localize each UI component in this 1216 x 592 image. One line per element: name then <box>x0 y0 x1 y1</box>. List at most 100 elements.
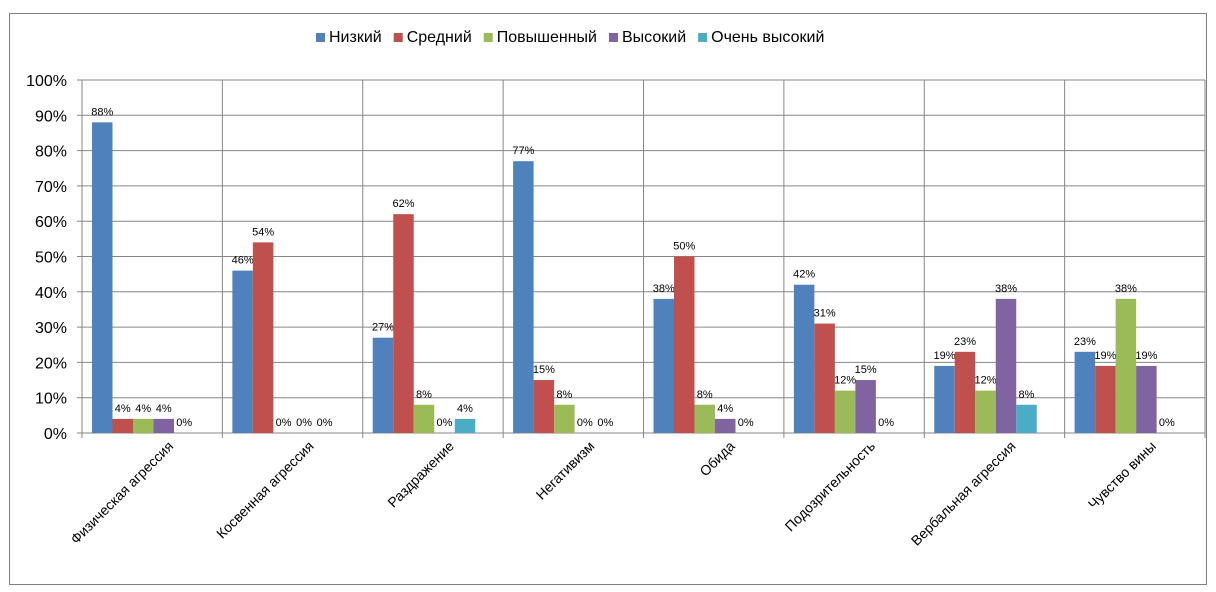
data-label: 0% <box>1159 417 1175 429</box>
y-tick-label: 50% <box>35 250 67 267</box>
category-label: Обида <box>696 438 738 480</box>
bar <box>715 418 736 433</box>
category-label: Косвенная агрессия <box>213 438 317 542</box>
data-label: 19% <box>1135 350 1157 362</box>
bar <box>934 365 955 433</box>
bar <box>92 122 113 434</box>
legend-entry: Очень высокий <box>711 29 824 46</box>
bar <box>1016 404 1037 433</box>
y-tick-label: 80% <box>35 144 67 161</box>
category-label: Негативизм <box>533 438 598 503</box>
data-label: 0% <box>176 417 192 429</box>
bar <box>674 256 695 433</box>
bar <box>1115 298 1137 433</box>
data-label: 8% <box>697 389 713 401</box>
legend-swatch <box>393 33 403 42</box>
data-label: 88% <box>91 106 113 118</box>
legend-swatch <box>609 33 618 42</box>
bar <box>252 242 274 433</box>
bar <box>454 418 476 433</box>
data-label: 23% <box>1074 336 1096 348</box>
data-label: 19% <box>1094 350 1116 362</box>
data-label: 38% <box>1115 283 1137 295</box>
data-label: 4% <box>717 403 733 415</box>
bar <box>112 418 133 433</box>
data-label: 50% <box>673 241 695 253</box>
bar <box>533 380 555 433</box>
y-tick-label: 20% <box>35 355 67 372</box>
bar <box>1074 351 1096 433</box>
legend-entry: Повышенный <box>497 29 597 46</box>
category-label: Вербальная агрессия <box>908 438 1019 549</box>
data-label: 4% <box>156 403 172 415</box>
data-label: 27% <box>372 322 394 334</box>
y-tick-label: 10% <box>35 391 67 408</box>
data-label: 8% <box>416 389 432 401</box>
bar <box>393 214 414 433</box>
data-label: 15% <box>855 364 877 376</box>
data-label: 0% <box>738 417 754 429</box>
bar <box>133 418 154 433</box>
bar <box>855 380 876 433</box>
data-label: 0% <box>317 417 333 429</box>
bar <box>153 418 174 433</box>
category-label: Раздражение <box>384 438 457 511</box>
bar <box>793 284 815 433</box>
bar <box>513 161 534 433</box>
legend-entry: Высокий <box>622 29 686 46</box>
data-label: 4% <box>115 403 131 415</box>
data-label: 62% <box>392 198 414 210</box>
data-label: 15% <box>533 364 555 376</box>
bar <box>413 404 435 433</box>
y-tick-label: 40% <box>35 285 67 302</box>
data-label: 46% <box>232 255 254 267</box>
data-label: 23% <box>954 336 976 348</box>
bar <box>694 404 715 433</box>
legend-swatch <box>316 33 325 42</box>
bar <box>232 270 253 433</box>
data-label: 0% <box>296 417 312 429</box>
data-label: 8% <box>1019 389 1035 401</box>
y-tick-label: 30% <box>35 320 67 337</box>
legend-swatch <box>698 33 708 42</box>
data-label: 42% <box>793 269 815 281</box>
data-label: 31% <box>814 308 836 320</box>
data-label: 12% <box>834 375 856 387</box>
data-label: 0% <box>276 417 292 429</box>
legend-swatch <box>483 33 493 42</box>
data-label: 38% <box>653 283 675 295</box>
bar <box>975 390 996 433</box>
legend-entry: Средний <box>407 29 472 46</box>
bar <box>954 351 976 433</box>
category-label: Физическая агрессия <box>67 438 176 547</box>
data-label: 19% <box>933 350 955 362</box>
bar <box>1095 365 1116 433</box>
data-label: 0% <box>597 417 613 429</box>
data-label: 12% <box>974 375 996 387</box>
y-tick-label: 100% <box>26 73 67 90</box>
y-tick-label: 90% <box>35 108 67 125</box>
data-label: 0% <box>577 417 593 429</box>
bar <box>372 337 394 433</box>
data-label: 4% <box>135 403 151 415</box>
data-label: 54% <box>252 226 274 238</box>
bar <box>653 298 674 433</box>
data-label: 0% <box>878 417 894 429</box>
bar <box>995 298 1017 433</box>
bar <box>1136 365 1157 433</box>
y-tick-label: 0% <box>44 426 67 443</box>
bar <box>554 404 575 433</box>
category-label: Подозрительность <box>782 438 879 535</box>
y-tick-label: 60% <box>35 214 67 231</box>
bar <box>834 390 856 433</box>
data-label: 77% <box>512 145 534 157</box>
legend-entry: Низкий <box>329 29 382 46</box>
data-label: 0% <box>437 417 453 429</box>
y-tick-label: 70% <box>35 179 67 196</box>
data-label: 8% <box>556 389 572 401</box>
data-label: 38% <box>995 283 1017 295</box>
category-label: Чувство вины <box>1085 438 1159 512</box>
bar <box>814 323 835 433</box>
data-label: 4% <box>457 403 473 415</box>
